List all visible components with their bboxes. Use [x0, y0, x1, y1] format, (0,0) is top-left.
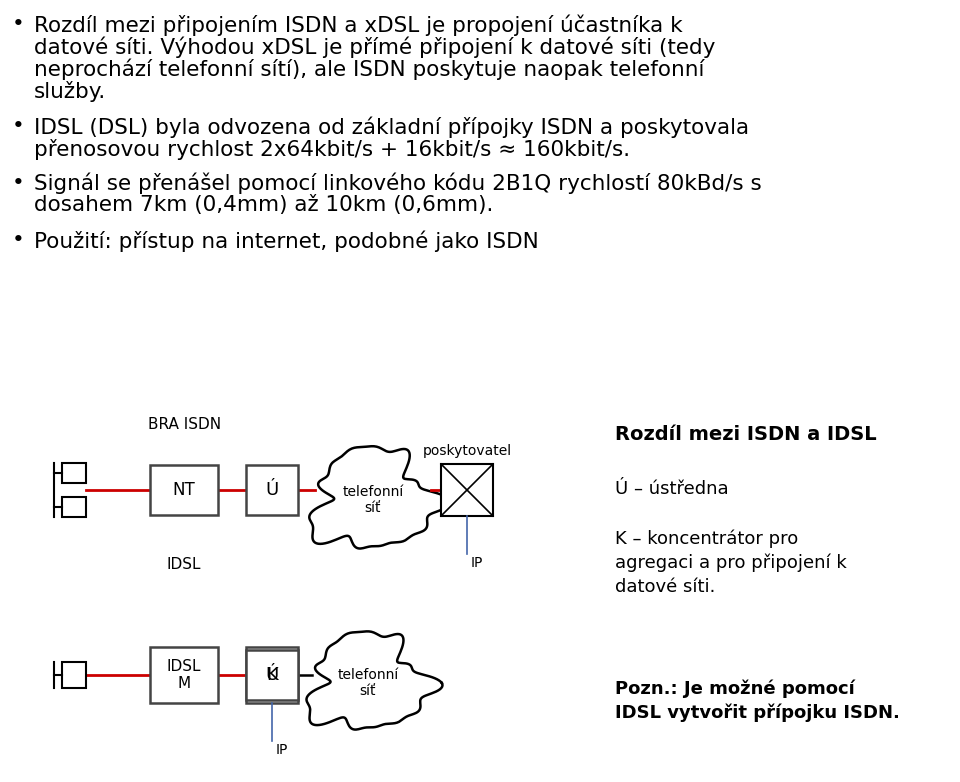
Text: •: • — [12, 14, 25, 34]
Text: telefonní
síť: telefonní síť — [337, 668, 398, 698]
Bar — [62, 463, 86, 483]
Text: neprochází telefonní sítí), ale ISDN poskytuje naopak telefonní: neprochází telefonní sítí), ale ISDN pos… — [34, 59, 705, 81]
Bar — [246, 465, 298, 515]
Polygon shape — [306, 631, 443, 730]
Bar — [441, 464, 493, 516]
Bar — [150, 465, 218, 515]
Bar — [246, 647, 298, 703]
Text: Signál se přenášel pomocí linkového kódu 2B1Q rychlostí 80kBd/s s: Signál se přenášel pomocí linkového kódu… — [34, 173, 761, 195]
Text: BRA ISDN: BRA ISDN — [148, 417, 221, 432]
Bar — [62, 662, 86, 688]
Text: Ú – ústředna: Ú – ústředna — [615, 480, 729, 498]
Text: NT: NT — [173, 481, 196, 499]
Text: Použití: přístup na internet, podobné jako ISDN: Použití: přístup na internet, podobné ja… — [34, 230, 539, 252]
Text: IDSL vytvořit přípojku ISDN.: IDSL vytvořit přípojku ISDN. — [615, 704, 900, 723]
Text: telefonní
síť: telefonní síť — [343, 485, 403, 515]
Text: dosahem 7km (0,4mm) až 10km (0,6mm).: dosahem 7km (0,4mm) až 10km (0,6mm). — [34, 196, 493, 216]
Text: služby.: služby. — [34, 81, 107, 102]
Text: datové síti. Výhodou xDSL je přímé připojení k datové síti (tedy: datové síti. Výhodou xDSL je přímé připo… — [34, 37, 715, 58]
Text: IP: IP — [471, 556, 484, 570]
Bar — [246, 650, 298, 700]
Text: IDSL (DSL) byla odvozena od základní přípojky ISDN a poskytovala: IDSL (DSL) byla odvozena od základní pří… — [34, 116, 749, 138]
Text: •: • — [12, 173, 25, 193]
Bar — [62, 497, 86, 517]
Text: přenosovou rychlost 2x64kbit/s + 16kbit/s ≈ 160kbit/s.: přenosovou rychlost 2x64kbit/s + 16kbit/… — [34, 138, 630, 160]
Text: Pozn.: Je možné pomocí: Pozn.: Je možné pomocí — [615, 680, 854, 698]
Text: poskytovatel: poskytovatel — [422, 444, 512, 458]
Text: agregaci a pro připojení k: agregaci a pro připojení k — [615, 554, 847, 572]
Text: IDSL: IDSL — [167, 557, 202, 572]
Text: Ú: Ú — [265, 481, 278, 499]
Bar — [150, 647, 218, 703]
Polygon shape — [309, 447, 450, 548]
Text: IP: IP — [276, 743, 288, 757]
Text: IDSL
M: IDSL M — [167, 658, 202, 691]
Text: datové síti.: datové síti. — [615, 578, 715, 596]
Text: •: • — [12, 116, 25, 136]
Text: K – koncentrátor pro: K – koncentrátor pro — [615, 530, 799, 548]
Text: •: • — [12, 230, 25, 250]
Text: Rozdíl mezi ISDN a IDSL: Rozdíl mezi ISDN a IDSL — [615, 425, 876, 444]
Text: Ú: Ú — [265, 666, 278, 684]
Text: Rozdíl mezi připojením ISDN a xDSL je propojení účastníka k: Rozdíl mezi připojením ISDN a xDSL je pr… — [34, 14, 683, 35]
Text: K: K — [266, 666, 277, 684]
